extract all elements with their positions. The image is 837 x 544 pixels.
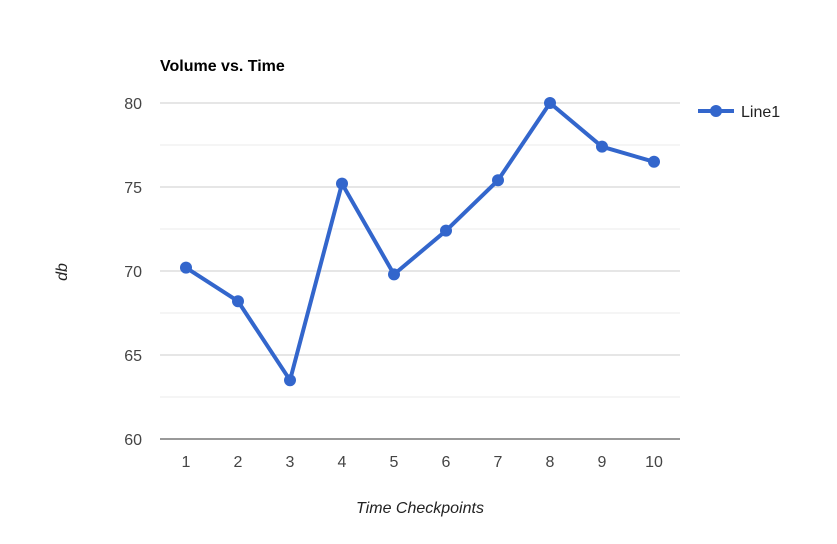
y-tick-label: 65 <box>124 348 142 365</box>
x-tick-label: 6 <box>442 454 451 471</box>
x-tick-label: 4 <box>338 454 347 471</box>
data-point <box>180 261 192 274</box>
legend-label: Line1 <box>741 104 780 121</box>
data-point <box>232 295 244 308</box>
x-tick-label: 2 <box>234 454 243 471</box>
series-line <box>184 101 656 383</box>
series-layer <box>180 97 660 387</box>
y-tick-label: 70 <box>124 264 142 281</box>
chart-title: Volume vs. Time <box>160 58 285 75</box>
x-tick-label: 9 <box>598 454 607 471</box>
y-axis-label: db <box>54 263 71 281</box>
data-point <box>388 268 400 281</box>
x-tick-label: 3 <box>286 454 295 471</box>
x-tick-label: 7 <box>494 454 503 471</box>
x-tick-label: 10 <box>645 454 663 471</box>
x-axis-ticks: 1 2 3 4 5 6 7 8 9 10 <box>182 454 663 471</box>
data-point <box>336 177 348 190</box>
data-point <box>596 140 608 153</box>
y-tick-label: 60 <box>124 432 142 449</box>
legend-swatch-marker <box>710 105 722 117</box>
y-axis-ticks: 60 65 70 75 80 <box>124 96 142 449</box>
x-axis-label: Time Checkpoints <box>356 500 484 517</box>
data-point <box>492 174 504 187</box>
data-point <box>440 224 452 237</box>
data-point <box>648 155 660 168</box>
data-point <box>284 374 296 387</box>
x-tick-label: 5 <box>390 454 399 471</box>
y-tick-label: 80 <box>124 96 142 113</box>
x-tick-label: 1 <box>182 454 191 471</box>
legend: Line1 <box>698 104 780 121</box>
x-tick-label: 8 <box>546 454 555 471</box>
data-point <box>544 97 556 109</box>
gridlines <box>160 102 680 440</box>
y-tick-label: 75 <box>124 180 142 197</box>
